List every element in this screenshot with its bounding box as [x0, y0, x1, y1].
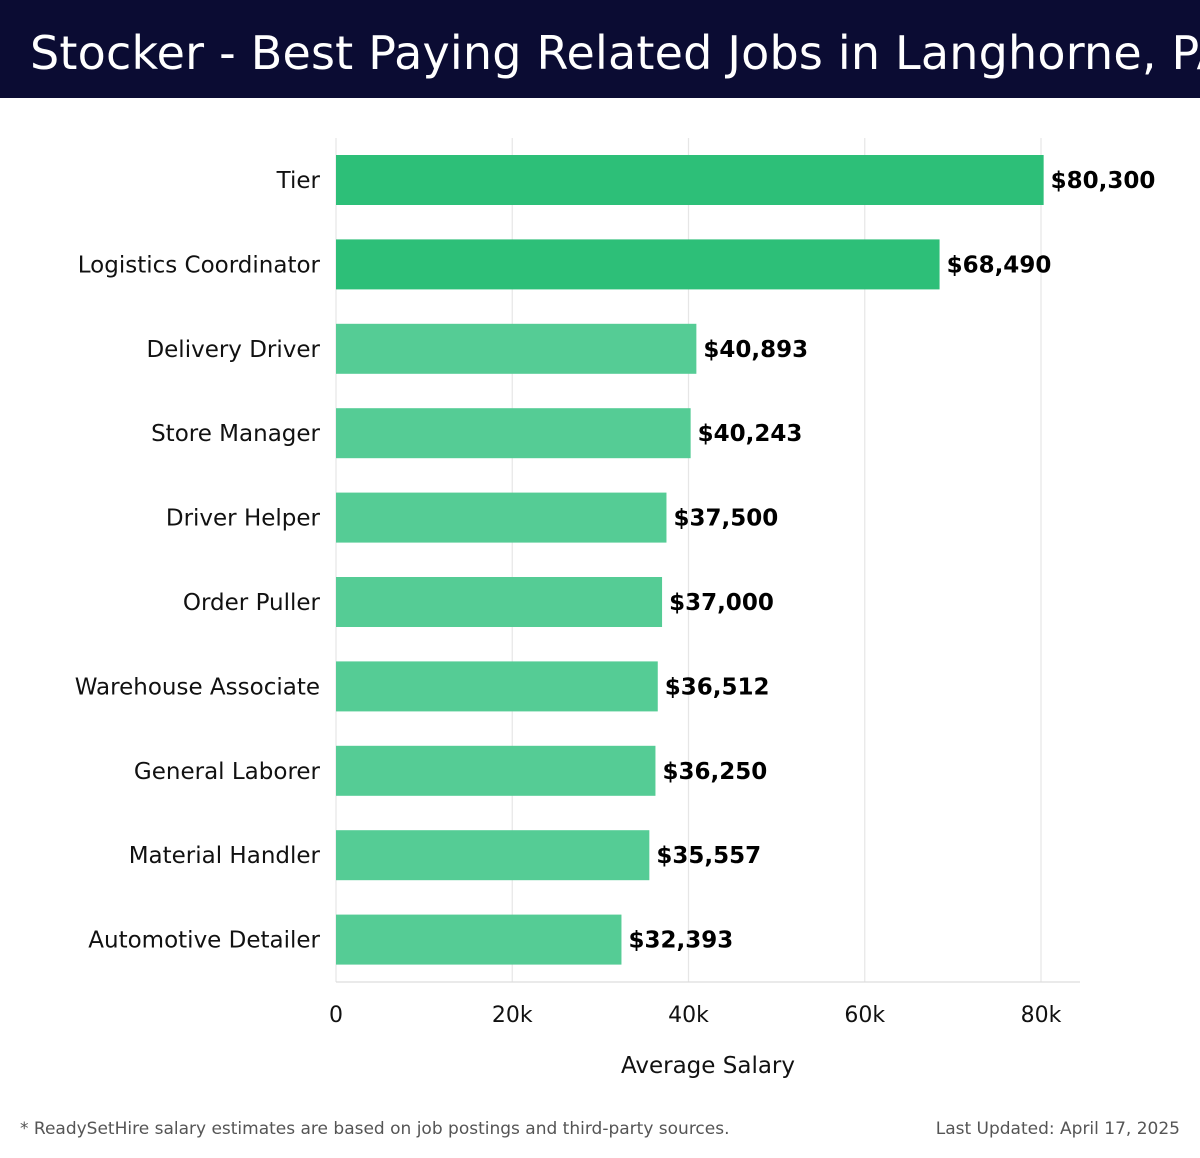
value-label: $68,490 — [947, 252, 1052, 278]
value-label: $40,893 — [703, 337, 808, 363]
category-label: General Laborer — [134, 759, 321, 785]
category-label: Delivery Driver — [146, 337, 320, 363]
category-labels: Tier Logistics Coordinator Delivery Driver… — [75, 168, 321, 954]
x-tick-label: 20k — [492, 1003, 533, 1028]
title-banner: Stocker - Best Paying Related Jobs in La… — [0, 0, 1200, 98]
bar — [336, 745, 656, 796]
category-label: Automotive Detailer — [88, 928, 320, 954]
salary-bar-chart: Tier Logistics Coordinator Delivery Driver… — [75, 138, 1155, 1079]
bar — [336, 492, 667, 543]
value-label: $35,557 — [656, 843, 761, 869]
x-tick-label: 60k — [844, 1003, 885, 1028]
x-tick-label: 40k — [668, 1003, 709, 1028]
page-title: Stocker - Best Paying Related Jobs in La… — [30, 26, 1200, 80]
value-label: $40,243 — [698, 421, 803, 447]
bar — [336, 661, 658, 712]
category-label: Store Manager — [151, 421, 320, 447]
bar — [336, 830, 650, 881]
category-label: Order Puller — [183, 590, 321, 616]
x-axis: 0 20k 40k 60k 80k — [329, 981, 1080, 1028]
bar — [336, 914, 622, 965]
value-label: $37,500 — [673, 506, 778, 532]
category-label: Logistics Coordinator — [78, 252, 321, 278]
value-label: $80,300 — [1051, 168, 1156, 194]
value-label: $36,250 — [662, 759, 767, 785]
value-label: $32,393 — [628, 928, 733, 954]
bars — [336, 155, 1044, 965]
category-label: Driver Helper — [166, 506, 321, 532]
bar — [336, 239, 940, 290]
value-label: $36,512 — [665, 674, 770, 700]
footer-note: * ReadySetHire salary estimates are base… — [20, 1119, 730, 1139]
category-label: Warehouse Associate — [75, 674, 320, 700]
x-tick-label: 0 — [329, 1003, 343, 1028]
bar — [336, 577, 663, 627]
bar — [336, 323, 697, 374]
category-label: Tier — [276, 168, 321, 194]
bar — [336, 408, 691, 459]
x-axis-title: Average Salary — [621, 1053, 795, 1079]
value-labels: $80,300 $68,490 $40,893 $40,243 $37,500 $37,0… — [628, 168, 1155, 954]
bar — [336, 155, 1044, 205]
last-updated: Last Updated: April 17, 2025 — [935, 1119, 1180, 1139]
x-tick-label: 80k — [1021, 1003, 1062, 1028]
value-label: $37,000 — [669, 590, 774, 616]
category-label: Material Handler — [129, 843, 321, 869]
